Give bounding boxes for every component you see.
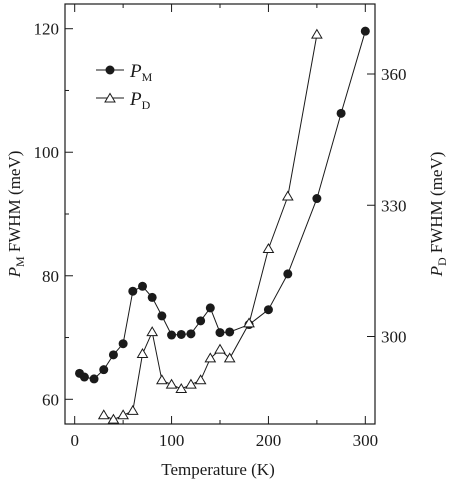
data-point-circle (147, 292, 157, 302)
data-point-circle (138, 281, 147, 291)
y-left-tick-label: 80 (42, 267, 59, 286)
data-point-triangle (214, 343, 226, 354)
data-point-circle (118, 339, 128, 349)
series-line-0 (79, 31, 366, 380)
y-left-axis-title: PM FWHM (meV) (5, 151, 27, 279)
y-right-axis-text: FWHM (meV) (427, 152, 446, 258)
series-lines (79, 31, 366, 421)
data-point-circle (108, 350, 118, 360)
legend-label-pd-subscript: D (142, 98, 151, 112)
y-right-tick-label: 360 (381, 65, 407, 84)
tick-labels: 0 100 200 300 60 80 100 120 300 330 360 (34, 20, 407, 450)
data-point-triangle (175, 383, 188, 393)
data-point-circle (336, 108, 346, 118)
data-point-circle (128, 286, 138, 296)
data-point-triangle (156, 374, 168, 385)
y-left-axis-subscript: M (13, 256, 27, 267)
data-point-triangle (117, 409, 129, 420)
legend-marker-pm (105, 65, 115, 75)
data-point-circle (225, 327, 235, 337)
data-point-triangle (223, 352, 236, 363)
data-point-circle (176, 329, 186, 339)
data-point-circle (215, 328, 225, 338)
data-point-circle (360, 26, 370, 36)
legend-label-pd: PD (129, 89, 151, 112)
data-point-circle (283, 269, 293, 279)
legend-label-pm: PM (129, 61, 153, 84)
data-point-triangle (107, 413, 120, 424)
series-markers (75, 26, 370, 424)
data-point-triangle (243, 317, 255, 328)
data-point-circle (99, 365, 109, 375)
y-right-tick-label: 330 (381, 196, 407, 215)
y-left-tick-label: 120 (34, 20, 60, 39)
data-point-circle (79, 372, 89, 382)
y-left-axis-symbol: P (5, 267, 24, 278)
legend-label-pd-symbol: P (129, 89, 142, 110)
axis-ticks (65, 4, 375, 424)
y-left-tick-label: 60 (42, 390, 59, 409)
y-right-axis-title: PD FWHM (meV) (427, 152, 449, 278)
y-left-axis-text: FWHM (meV) (5, 151, 24, 257)
data-point-triangle (136, 348, 149, 358)
legend-label-pm-subscript: M (142, 70, 153, 84)
x-tick-label: 100 (159, 431, 185, 450)
data-point-triangle (311, 28, 323, 39)
data-point-triangle (97, 409, 110, 420)
x-tick-label: 0 (70, 431, 79, 450)
legend: PM PD (96, 61, 153, 112)
data-point-triangle (204, 352, 217, 363)
data-point-circle (263, 305, 273, 315)
data-point-circle (312, 194, 322, 204)
data-point-triangle (126, 404, 139, 415)
data-point-triangle (262, 243, 275, 253)
y-left-tick-label: 100 (34, 143, 60, 162)
legend-label-pm-symbol: P (129, 61, 142, 82)
data-point-triangle (165, 378, 178, 389)
data-point-triangle (146, 326, 159, 337)
x-axis-title: Temperature (K) (161, 460, 275, 479)
data-point-circle (157, 311, 167, 321)
x-tick-label: 300 (353, 431, 379, 450)
data-point-circle (196, 316, 206, 326)
data-point-circle (205, 303, 215, 313)
y-right-axis-symbol: P (427, 266, 446, 277)
data-point-circle (186, 329, 196, 339)
data-point-circle (167, 330, 177, 340)
x-tick-label: 200 (256, 431, 282, 450)
data-point-circle (89, 374, 99, 384)
data-point-triangle (281, 190, 294, 201)
data-point-triangle (194, 374, 207, 385)
y-right-axis-subscript: D (435, 257, 449, 266)
data-point-triangle (185, 378, 197, 389)
legend-marker-pd (104, 92, 116, 103)
y-right-tick-label: 300 (381, 328, 407, 347)
